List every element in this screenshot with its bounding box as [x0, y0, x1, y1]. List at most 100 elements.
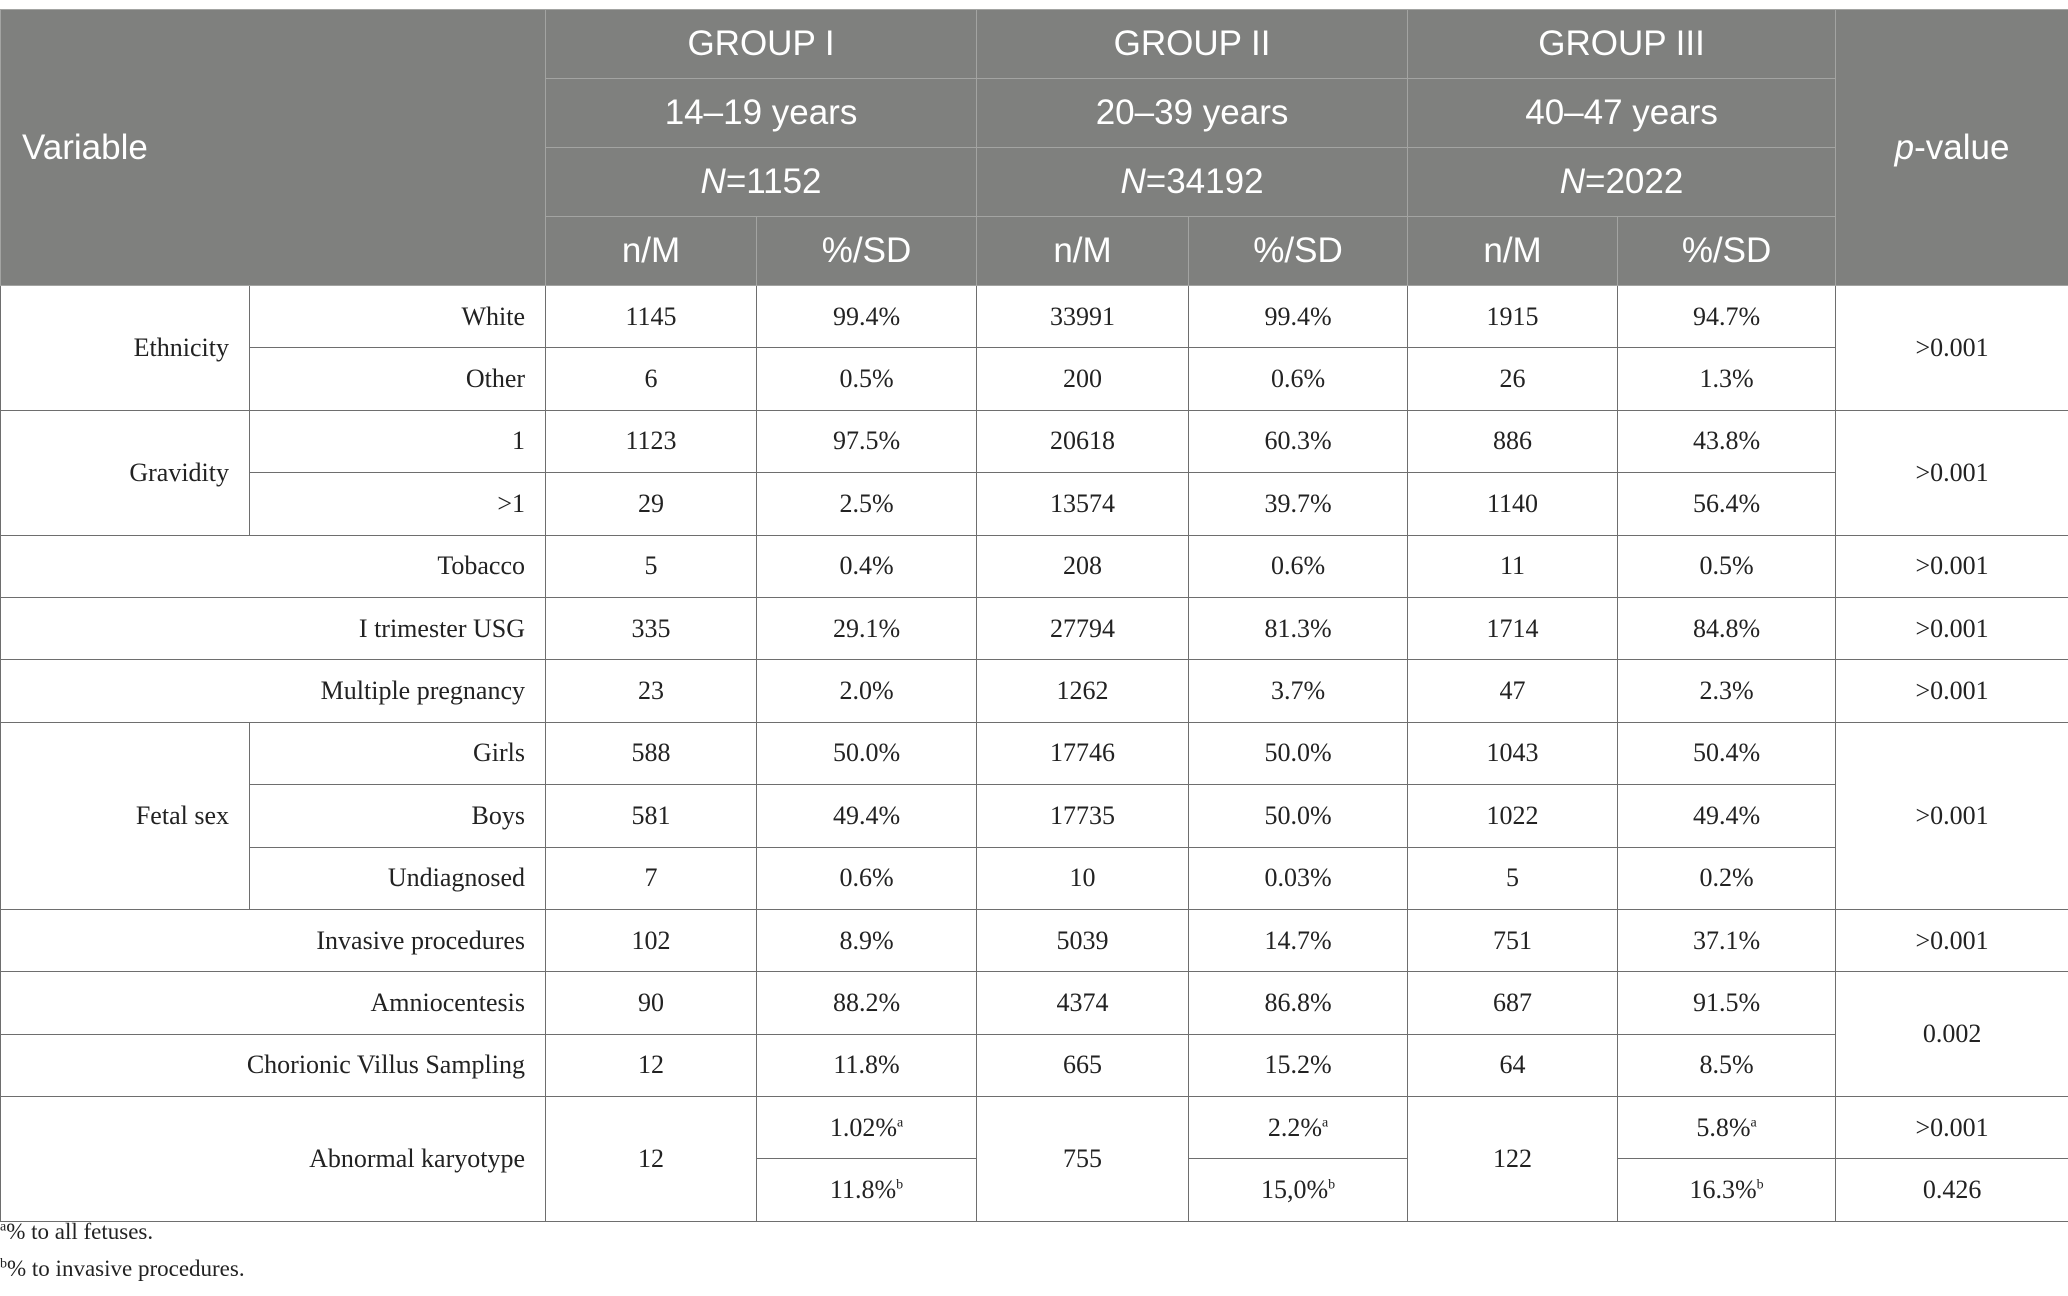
- data-table: Variable GROUP I GROUP II GROUP III p-value 1…: [0, 9, 2068, 1222]
- row-label: Undiagnosed: [248, 846, 547, 910]
- n-symbol: N: [700, 162, 726, 201]
- row-label: Other: [248, 347, 547, 411]
- table-cell: 200: [976, 347, 1190, 411]
- header-row: Variable GROUP I GROUP II GROUP III p-value: [0, 9, 2068, 286]
- cell-superscript: b: [1756, 1177, 1764, 1193]
- group-n: N=34192: [976, 147, 1409, 217]
- p-value: >0.001: [1835, 534, 2068, 598]
- table-cell: 2.3%: [1617, 659, 1837, 723]
- table-cell: 15,0%b: [1188, 1158, 1409, 1222]
- p-symbol: p: [1894, 127, 1915, 167]
- table-cell: 97.5%: [756, 409, 978, 474]
- table-cell: 5: [545, 534, 758, 598]
- group-name: GROUP I: [545, 9, 978, 79]
- cell-value: 5.8%: [1696, 1112, 1751, 1142]
- table-cell: 20618: [976, 409, 1190, 474]
- n-count: =34192: [1145, 162, 1264, 201]
- table-cell: 665: [976, 1033, 1190, 1098]
- table-cell: 56.4%: [1617, 472, 1837, 536]
- table-cell: 1022: [1407, 784, 1619, 848]
- footnote-text: % to all fetuses.: [6, 1219, 154, 1244]
- table-cell: 33991: [976, 284, 1190, 349]
- group-age: 20–39 years: [976, 78, 1409, 148]
- footnote-mark: b: [0, 1256, 7, 1272]
- table-cell: 17746: [976, 721, 1190, 786]
- table-cell: 26: [1407, 347, 1619, 411]
- table-cell: 60.3%: [1188, 409, 1409, 474]
- table-row: I trimester USG 335 29.1% 27794 81.3% 1714 84.…: [0, 596, 2068, 661]
- table-cell: 1.3%: [1617, 347, 1837, 411]
- table-row: Tobacco 5 0.4% 208 0.6% 11 0.5% >0.001: [0, 534, 2068, 598]
- table-cell: 86.8%: [1188, 971, 1409, 1035]
- table-cell: 588: [545, 721, 758, 786]
- table-cell: 1915: [1407, 284, 1619, 349]
- column-header: %/SD: [756, 216, 978, 286]
- cell-value: 11.8%: [829, 1175, 897, 1205]
- table-cell: 99.4%: [756, 284, 978, 349]
- row-label: >1: [248, 472, 547, 536]
- table-cell: 3.7%: [1188, 659, 1409, 723]
- table-cell: 39.7%: [1188, 472, 1409, 536]
- table-row: Other 6 0.5% 200 0.6% 26 1.3%: [1, 347, 2068, 411]
- table-row: Abnormal karyotype 12 1.02%a 755 2.2%a 122 5.8…: [0, 1096, 2068, 1222]
- row-label: Multiple pregnancy: [0, 659, 547, 723]
- row-label: Chorionic Villus Sampling: [0, 1033, 547, 1098]
- row-label: Girls: [248, 721, 547, 786]
- table-cell: 687: [1407, 971, 1619, 1035]
- table-cell: 12: [545, 1096, 758, 1222]
- p-value: >0.001: [1835, 1096, 2068, 1160]
- table-cell: 2.0%: [756, 659, 978, 723]
- table-cell: 50.0%: [756, 721, 978, 786]
- table-cell: 47: [1407, 659, 1619, 723]
- table-cell: 0.6%: [756, 846, 978, 910]
- table-cell: 23: [545, 659, 758, 723]
- p-value: >0.001: [1835, 659, 2068, 723]
- p-value: >0.001: [1835, 285, 2068, 411]
- row-label: I trimester USG: [0, 596, 547, 661]
- cell-value: 1.02%: [829, 1112, 897, 1142]
- n-symbol: N: [1559, 162, 1586, 201]
- table-cell: 50.0%: [1188, 721, 1409, 786]
- row-label: Boys: [248, 784, 547, 848]
- table-cell: 13574: [976, 472, 1190, 536]
- cell-value: 2.2%: [1267, 1112, 1323, 1142]
- table-row: 11.8%b 15,0%b 16.3%b 0.426: [1, 1158, 2068, 1222]
- n-count: =2022: [1585, 162, 1684, 201]
- group-n: N=2022: [1407, 147, 1837, 217]
- column-header: n/M: [976, 216, 1190, 286]
- table-cell: 88.2%: [756, 971, 978, 1035]
- table-row: Undiagnosed 7 0.6% 10 0.03% 5 0.2%: [1, 846, 2068, 910]
- group-name: GROUP II: [976, 9, 1409, 79]
- p-value: 0.426: [1835, 1158, 2068, 1222]
- table-cell: 0.4%: [756, 534, 978, 598]
- table-cell: 335: [545, 596, 758, 661]
- table-cell: 1140: [1407, 472, 1619, 536]
- table-row: Fetal sex Girls 588 50.0% 17746 50.0% 1043 50.4…: [0, 721, 2068, 910]
- footnote: a% to all fetuses.: [0, 1219, 153, 1245]
- table-cell: 1714: [1407, 596, 1619, 661]
- table-cell: 122: [1407, 1096, 1619, 1222]
- column-header: n/M: [1407, 216, 1619, 286]
- table-cell: 0.03%: [1188, 846, 1409, 910]
- cell-superscript: b: [896, 1177, 904, 1193]
- table-row: Chorionic Villus Sampling 12 11.8% 665 15.2%…: [0, 1033, 2068, 1098]
- row-group: Gravidity: [0, 409, 250, 536]
- row-group: Ethnicity: [0, 285, 250, 411]
- table-cell: 1145: [545, 284, 758, 349]
- table-cell: 12: [545, 1033, 758, 1098]
- table-cell: 1123: [545, 409, 758, 474]
- table-cell: 91.5%: [1617, 971, 1837, 1035]
- table-cell: 29.1%: [756, 596, 978, 661]
- table-cell: 43.8%: [1617, 409, 1837, 474]
- p-value: 0.002: [1835, 971, 2068, 1098]
- table-cell: 751: [1407, 908, 1619, 973]
- table-cell: 11.8%b: [756, 1158, 978, 1222]
- column-header: %/SD: [1617, 216, 1837, 286]
- header-cell: p-value: [1835, 9, 2068, 286]
- table-cell: 50.0%: [1188, 784, 1409, 848]
- cell-superscript: a: [897, 1115, 904, 1131]
- table-row: Ethnicity White 1145 99.4% 33991 99.4% 1915 94.…: [0, 284, 2068, 411]
- table-cell: 0.5%: [756, 347, 978, 411]
- table-cell: 81.3%: [1188, 596, 1409, 661]
